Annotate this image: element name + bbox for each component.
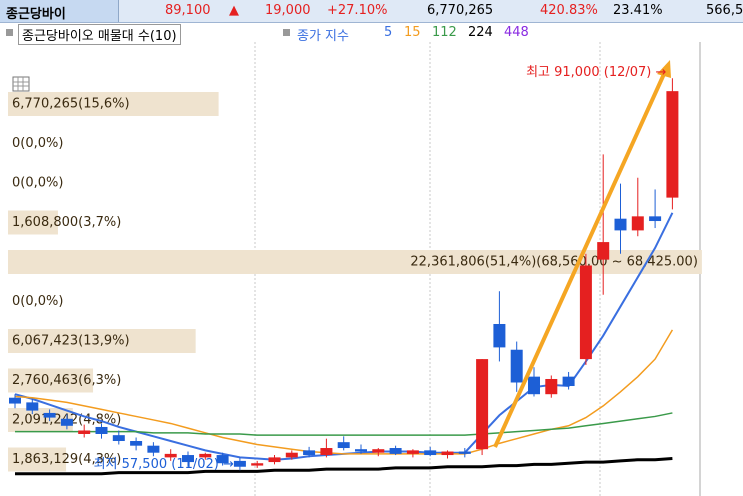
legend-icon xyxy=(6,29,13,36)
change-pct: +27.10% xyxy=(327,3,388,18)
profile-bar xyxy=(8,368,94,393)
candle-body xyxy=(424,450,437,456)
legend-entry: 112 xyxy=(432,25,457,40)
annotations: 최고 91,000 (12/07) → 최저 57,500 (11/02) → xyxy=(94,65,667,472)
ma-line xyxy=(14,329,674,455)
candle-body xyxy=(631,216,644,231)
candle-body xyxy=(112,435,125,442)
profile-label: 2,760,463(6,3%) xyxy=(12,373,121,388)
profile-label: 0(0,0%) xyxy=(12,176,63,191)
candle-body xyxy=(147,445,160,453)
candle-body xyxy=(78,430,91,434)
change-sign: ▲ xyxy=(229,3,239,18)
candle-body xyxy=(164,453,177,458)
candle-body xyxy=(649,216,662,222)
legend-icon xyxy=(283,29,290,36)
candle-body xyxy=(441,451,454,456)
profile-bar xyxy=(8,210,58,235)
profile-label: 6,770,265(15,6%) xyxy=(12,97,130,112)
candle-body xyxy=(303,450,316,456)
candle-body xyxy=(60,418,73,426)
profile-label: 22,361,806(51,4%)(68,560.00 ~ 68,425.00) xyxy=(410,255,698,270)
candle-body xyxy=(95,426,108,434)
candle-body xyxy=(493,323,506,348)
legend-entry: 224 xyxy=(468,25,493,40)
candle-body xyxy=(476,359,489,450)
candle-body xyxy=(562,376,575,387)
volume-ratio: 420.83% xyxy=(540,3,598,18)
candle-body xyxy=(130,441,143,446)
price: 89,100 xyxy=(165,3,211,18)
candle-body xyxy=(320,448,333,456)
trend-arrowhead xyxy=(657,60,671,78)
candle-body xyxy=(545,378,558,395)
ma-line xyxy=(15,457,673,476)
candle-body xyxy=(597,242,610,260)
candle-body xyxy=(528,376,540,395)
candle-body xyxy=(26,402,39,411)
candle-body xyxy=(43,412,56,418)
candle-body xyxy=(406,450,419,454)
candle-body xyxy=(510,349,523,383)
profile-label: 6,067,423(13,9%) xyxy=(12,334,130,349)
annotation: 최고 91,000 (12/07) → xyxy=(526,65,666,80)
candle-body xyxy=(458,451,471,454)
legend-ma-label: 종가 지수 xyxy=(297,29,349,44)
header: 종근당바이 89,100 ▲ 19,000 +27.10% 6,770,265 … xyxy=(0,0,743,23)
candle-body xyxy=(285,452,298,458)
volume: 6,770,265 xyxy=(427,3,494,18)
candle-body xyxy=(666,91,679,198)
legend-entry: 15 xyxy=(404,25,421,40)
grid-icon xyxy=(12,76,30,92)
profile: 6,770,265(15,6%) 0(0,0%) 0(0,0%) 1,608,800(… xyxy=(8,92,702,472)
profile-label: 1,608,800(3,7%) xyxy=(12,215,121,230)
annotation: 최저 57,500 (11/02) → xyxy=(94,457,234,472)
candles xyxy=(9,78,679,471)
legend-entry: 448 xyxy=(504,25,529,40)
extra: 566,5 xyxy=(706,3,743,18)
profile-bar xyxy=(8,447,67,472)
legend-profile: 종근당바이오 매물대 수(10) xyxy=(18,24,181,45)
profile-bar xyxy=(8,329,196,353)
profile-label: 0(0,0%) xyxy=(12,136,63,151)
candle-body xyxy=(233,460,246,467)
profile-label: 0(0,0%) xyxy=(12,294,63,309)
ma-line xyxy=(15,412,673,436)
legend: 종근당바이오 매물대 수(10) 종가 지수 5 15 112 224 448 xyxy=(0,23,743,45)
candle-body xyxy=(372,449,385,453)
candle-body xyxy=(389,448,402,454)
moving-averages xyxy=(14,212,674,476)
candle-body xyxy=(579,265,592,360)
candle-body xyxy=(614,218,627,231)
candle-body xyxy=(9,397,21,404)
profile-label: 1,863,129(4,3%) xyxy=(12,452,121,467)
change: 19,000 xyxy=(265,3,311,18)
candle-body xyxy=(251,463,264,466)
candle-body xyxy=(216,455,229,464)
candle-body xyxy=(337,442,350,449)
candle-body xyxy=(355,449,367,452)
candle-body xyxy=(199,453,212,458)
profile-bar xyxy=(8,92,219,116)
grid-icon-lines xyxy=(13,77,29,91)
turnover: 23.41% xyxy=(613,3,663,18)
candle-body xyxy=(268,457,281,463)
trend-arrow xyxy=(493,73,666,448)
legend-entry: 5 xyxy=(384,25,393,40)
stock-name: 종근당바이 xyxy=(6,7,66,22)
candle-body xyxy=(182,455,194,463)
